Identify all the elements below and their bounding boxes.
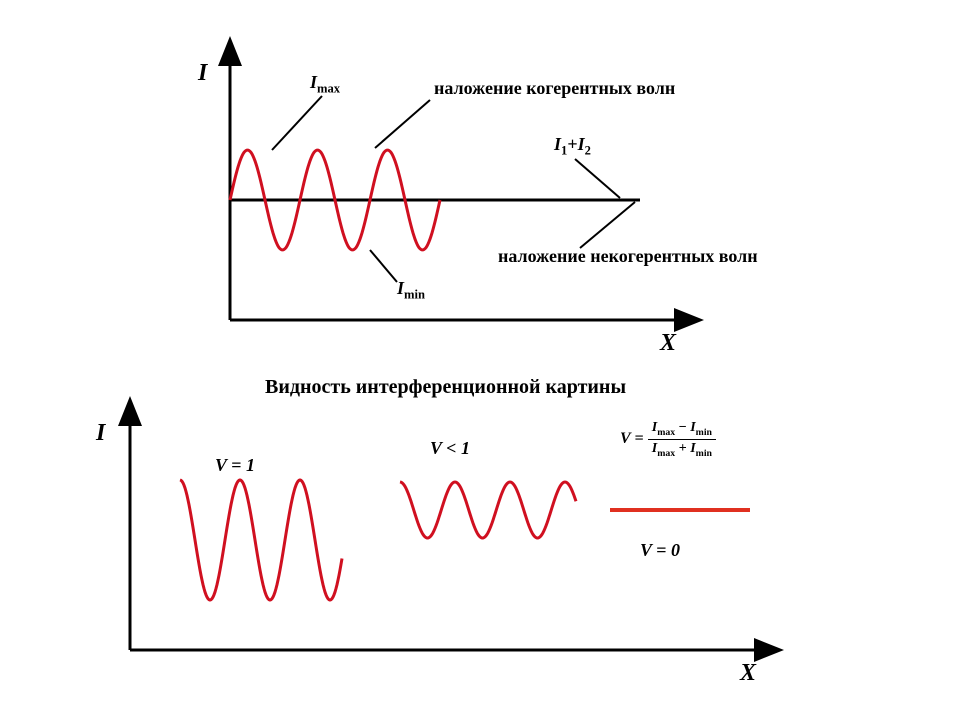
leader-coherent bbox=[375, 100, 430, 148]
formula-num-b-sub: min bbox=[696, 427, 712, 438]
vlt1-label: V < 1 bbox=[430, 438, 470, 459]
top-y-axis-label: I bbox=[198, 60, 207, 87]
top-chart bbox=[230, 60, 680, 320]
imax-i: I bbox=[310, 72, 317, 92]
formula-plus: + bbox=[679, 441, 687, 456]
formula-den-b-sub: min bbox=[696, 448, 712, 459]
wave-v1 bbox=[180, 480, 342, 600]
top-x-axis-label: X bbox=[660, 330, 676, 357]
formula-den-a-sub: max bbox=[657, 448, 675, 459]
coherent-text: наложение когерентных волн bbox=[434, 78, 675, 99]
leader-imax bbox=[272, 96, 322, 150]
imin-sub: min bbox=[404, 288, 425, 302]
formula-minus: − bbox=[679, 420, 687, 435]
incoherent-text: наложение некогерентных волн bbox=[498, 246, 758, 267]
bottom-y-axis-label: I bbox=[96, 420, 105, 447]
i1: I bbox=[554, 134, 561, 154]
formula-num-a-sub: max bbox=[657, 427, 675, 438]
bottom-x-axis-label: X bbox=[740, 660, 756, 687]
i1i2-label: I1+I2 bbox=[554, 134, 591, 159]
formula-V: V bbox=[620, 430, 631, 448]
imin-label: Imin bbox=[397, 278, 425, 303]
wave-vlt1 bbox=[400, 482, 576, 538]
visibility-title: Видность интерференционной картины bbox=[265, 376, 626, 399]
plus: + bbox=[567, 134, 577, 154]
i2: I bbox=[578, 134, 585, 154]
imin-i: I bbox=[397, 278, 404, 298]
v1-label: V = 1 bbox=[215, 455, 255, 476]
imax-sub: max bbox=[317, 82, 340, 96]
formula-eq: = bbox=[635, 430, 644, 448]
imax-label: Imax bbox=[310, 72, 340, 97]
diagram-svg bbox=[0, 0, 960, 720]
visibility-formula: V = Imax − Imin Imax + Imin bbox=[620, 420, 716, 459]
leader-imin bbox=[370, 250, 397, 282]
i2-sub: 2 bbox=[585, 144, 591, 158]
v0-label: V = 0 bbox=[640, 540, 680, 561]
leader-incoherent bbox=[580, 202, 635, 248]
leader-sum bbox=[575, 159, 620, 198]
